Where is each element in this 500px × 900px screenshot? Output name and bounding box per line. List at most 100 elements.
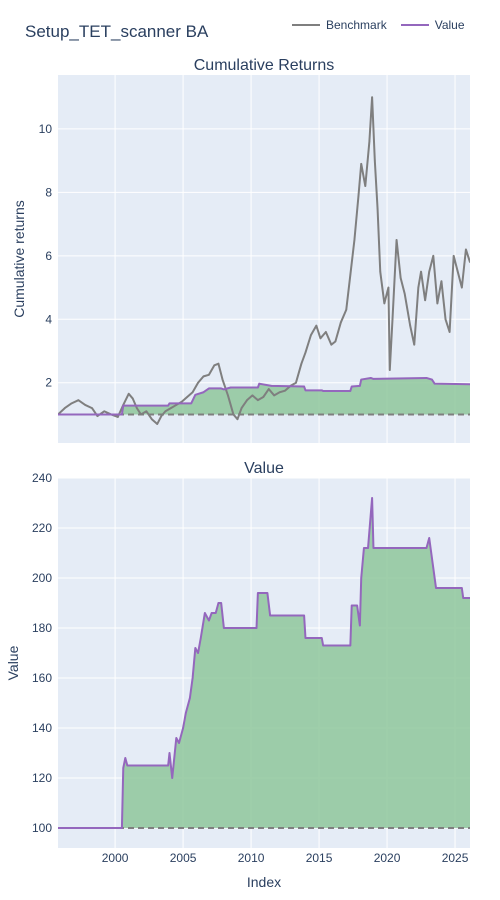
value-point: [303, 385, 305, 388]
value-point: [461, 587, 463, 589]
benchmark-point: [304, 351, 307, 354]
value-point: [372, 378, 375, 380]
benchmark-point: [310, 334, 312, 336]
y-axis-title: Cumulative returns: [11, 200, 27, 318]
y-tick-label: 120: [32, 771, 52, 785]
benchmark-point: [70, 402, 73, 405]
benchmark-point: [334, 340, 337, 343]
benchmark-line: [58, 96, 470, 425]
value-line: [58, 497, 470, 829]
y-tick-label: 6: [45, 249, 52, 263]
benchmark-point: [376, 207, 379, 210]
value-fill-area: [58, 498, 470, 828]
value-point: [214, 612, 217, 614]
value-point: [220, 387, 222, 390]
benchmark-point: [300, 362, 303, 365]
benchmark-point: [273, 394, 275, 397]
legend[interactable]: Benchmark Value: [292, 18, 465, 32]
value-point: [126, 764, 129, 767]
benchmark-point: [208, 373, 210, 376]
value-point: [255, 627, 258, 629]
benchmark-point: [456, 270, 459, 273]
value-point: [360, 378, 363, 381]
benchmark-point: [117, 416, 119, 418]
benchmark-point: [424, 299, 426, 302]
benchmark-point: [180, 400, 183, 403]
value-point: [208, 619, 210, 622]
benchmark-point: [131, 397, 134, 400]
value-point: [350, 385, 353, 388]
value-point: [190, 402, 193, 405]
value-point: [223, 627, 225, 629]
value-point: [58, 413, 59, 416]
benchmark-point: [240, 407, 243, 409]
benchmark-point: [175, 404, 178, 406]
value-point: [197, 652, 199, 654]
value-point: [432, 567, 435, 569]
value-point: [304, 637, 307, 639]
value-point: [320, 637, 323, 639]
benchmark-point: [360, 163, 363, 165]
benchmark-point: [432, 255, 435, 257]
value-point: [171, 777, 174, 779]
benchmark-point: [428, 270, 431, 273]
y-tick-label: 220: [32, 521, 52, 535]
benchmark-point: [136, 407, 138, 409]
benchmark-point: [364, 185, 367, 187]
value-point: [433, 382, 436, 385]
benchmark-point: [127, 393, 130, 395]
value-point: [124, 757, 127, 759]
value-point: [204, 612, 206, 614]
value-point: [371, 497, 373, 499]
benchmark-point: [379, 270, 382, 273]
y-tick-label: 160: [32, 671, 52, 685]
benchmark-point: [103, 410, 106, 413]
value-point: [360, 577, 363, 579]
benchmark-point: [440, 280, 443, 283]
legend-item-benchmark[interactable]: Benchmark: [292, 18, 387, 32]
benchmark-point: [452, 255, 455, 257]
legend-swatch-benchmark: [292, 24, 320, 26]
value-point: [369, 377, 372, 379]
value-point: [428, 537, 431, 539]
benchmark-point: [353, 239, 356, 241]
value-point: [194, 393, 197, 396]
y-tick-label: 100: [32, 821, 52, 835]
value-point: [322, 390, 324, 392]
benchmark-point: [96, 415, 99, 417]
benchmark-point: [191, 391, 194, 394]
benchmark-point: [436, 302, 439, 305]
value-point: [191, 677, 194, 679]
value-point: [220, 602, 222, 604]
value-point: [425, 547, 428, 549]
value-point: [304, 389, 307, 392]
value-point: [121, 827, 123, 829]
value-point: [359, 624, 361, 627]
benchmark-point: [403, 293, 406, 295]
benchmark-point: [315, 324, 318, 327]
benchmark-point: [197, 381, 199, 384]
benchmark-point: [278, 391, 281, 394]
value-point: [257, 386, 259, 389]
plot-area: [58, 497, 470, 829]
benchmark-point: [465, 248, 467, 251]
benchmark-point: [388, 369, 391, 371]
y-tick-label: 10: [39, 122, 53, 136]
value-point: [229, 386, 232, 389]
value-point: [322, 644, 324, 647]
benchmark-point: [383, 302, 386, 305]
benchmark-point: [340, 321, 342, 324]
value-point: [258, 382, 261, 385]
legend-label-benchmark: Benchmark: [326, 18, 387, 32]
value-point: [189, 697, 191, 699]
benchmark-point: [409, 324, 411, 327]
benchmark-point: [417, 286, 420, 289]
benchmark-point: [325, 331, 327, 333]
benchmark-point: [232, 413, 235, 416]
benchmark-point: [257, 399, 259, 401]
benchmark-point: [284, 389, 286, 392]
value-point: [223, 388, 225, 391]
benchmark-point: [267, 388, 270, 390]
legend-item-value[interactable]: Value: [400, 18, 465, 32]
